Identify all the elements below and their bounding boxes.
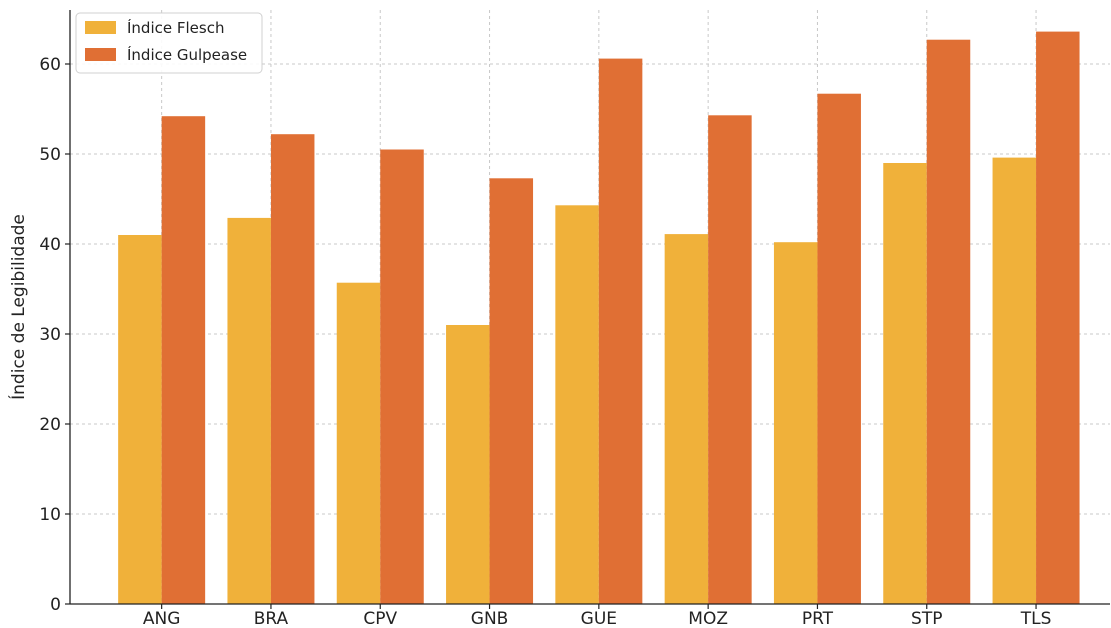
x-tick-label-cpv: CPV — [363, 609, 397, 628]
y-axis-ticks: 0 10 20 30 40 50 60 — [39, 55, 70, 615]
x-tick-label-prt: PRT — [802, 609, 834, 628]
bars — [118, 31, 1080, 605]
legend-label-gulpease: Índice Gulpease — [127, 45, 247, 64]
bar-flesch-prt — [773, 242, 818, 604]
x-tick-label-bra: BRA — [254, 609, 289, 628]
bar-gulpease-stp — [926, 39, 971, 604]
bar-flesch-moz — [664, 234, 709, 604]
bar-flesch-gnb — [446, 325, 490, 604]
y-tick-label: 30 — [39, 325, 61, 345]
y-axis-label: Índice de Legibilidade — [7, 214, 29, 400]
bar-flesch-stp — [883, 163, 927, 604]
bar-gulpease-bra — [270, 134, 315, 604]
bar-flesch-ang — [118, 235, 162, 604]
bar-flesch-bra — [227, 217, 271, 604]
bar-gulpease-gnb — [489, 178, 534, 605]
y-tick-label: 40 — [39, 235, 61, 255]
x-tick-label-tls: TLS — [1020, 609, 1052, 628]
y-tick-label: 50 — [39, 145, 61, 165]
y-tick-label: 60 — [39, 55, 61, 75]
x-tick-label-moz: MOZ — [688, 609, 728, 628]
legend-swatch-gulpease — [85, 48, 116, 61]
bar-flesch-tls — [992, 157, 1037, 604]
legend-swatch-flesch — [85, 21, 116, 34]
y-tick-label: 0 — [50, 595, 61, 615]
bar-flesch-cpv — [336, 282, 381, 604]
bar-gulpease-moz — [708, 115, 752, 605]
x-axis-ticks: ANG BRA CPV GNB GUE MOZ PRT STP TLS — [143, 604, 1051, 628]
y-tick-label: 10 — [39, 505, 61, 525]
bar-gulpease-cpv — [380, 149, 424, 604]
legend: Índice Flesch Índice Gulpease — [75, 12, 263, 74]
bar-gulpease-ang — [161, 116, 206, 604]
x-tick-label-ang: ANG — [143, 609, 181, 628]
y-tick-label: 20 — [39, 415, 61, 435]
bar-gulpease-tls — [1036, 31, 1080, 605]
x-tick-label-gue: GUE — [581, 609, 617, 628]
bar-flesch-gue — [555, 205, 599, 605]
bar-gulpease-prt — [817, 93, 861, 604]
legend-box — [75, 12, 263, 74]
x-tick-label-gnb: GNB — [471, 609, 509, 628]
legend-label-flesch: Índice Flesch — [127, 18, 224, 37]
x-tick-label-stp: STP — [911, 609, 942, 628]
bar-gulpease-gue — [598, 58, 643, 605]
axes — [69, 10, 1110, 605]
